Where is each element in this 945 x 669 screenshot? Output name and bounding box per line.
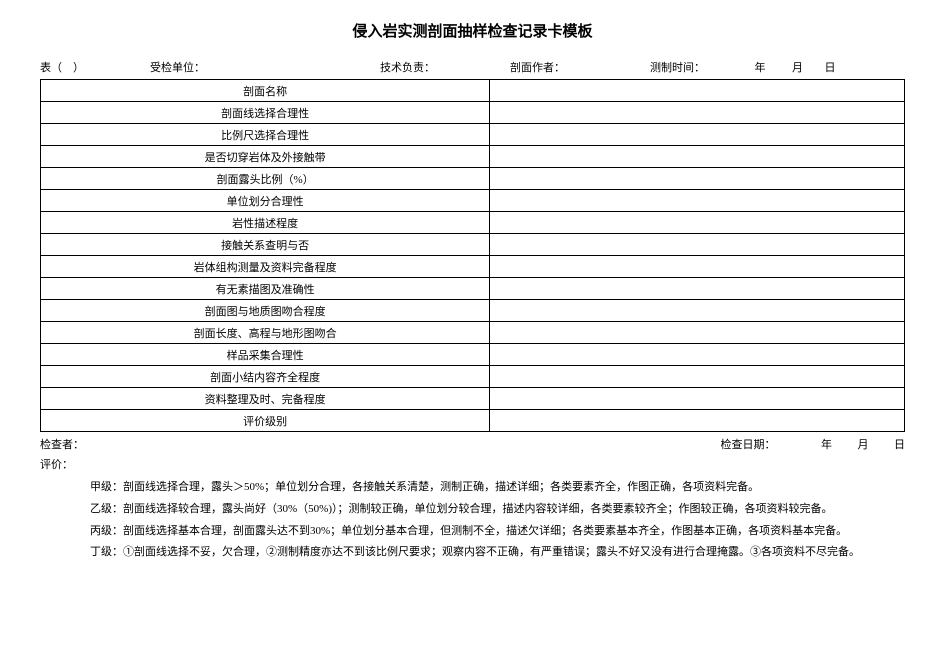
row-value[interactable] (490, 344, 905, 366)
table-row: 比例尺选择合理性 (41, 124, 905, 146)
tech-lead-label: 技术负责： (380, 59, 510, 75)
row-value[interactable] (490, 102, 905, 124)
criteria-a: 甲级：剖面线选择合理，露头＞50%；单位划分合理，各接触关系清楚，测制正确，描述… (90, 478, 905, 498)
inspector-label: 检查者： (40, 436, 84, 452)
row-value[interactable] (490, 190, 905, 212)
page-title: 侵入岩实测剖面抽样检查记录卡模板 (40, 20, 905, 41)
criteria-d: 丁级：①剖面线选择不妥，欠合理，②测制精度亦达不到该比例尺要求；观察内容不正确，… (90, 543, 905, 563)
survey-time-label: 测制时间： (650, 59, 740, 75)
row-label: 样品采集合理性 (41, 344, 490, 366)
table-row: 剖面图与地质图吻合程度 (41, 300, 905, 322)
row-label: 有无素描图及准确性 (41, 278, 490, 300)
table-row: 是否切穿岩体及外接触带 (41, 146, 905, 168)
table-row: 剖面露头比例（%） (41, 168, 905, 190)
row-label: 剖面露头比例（%） (41, 168, 490, 190)
row-label: 单位划分合理性 (41, 190, 490, 212)
row-label: 资料整理及时、完备程度 (41, 388, 490, 410)
year-label: 年 (740, 59, 780, 75)
row-label: 剖面线选择合理性 (41, 102, 490, 124)
row-value[interactable] (490, 234, 905, 256)
table-row: 单位划分合理性 (41, 190, 905, 212)
row-value[interactable] (490, 124, 905, 146)
table-row: 岩体组构测量及资料完备程度 (41, 256, 905, 278)
row-value[interactable] (490, 256, 905, 278)
row-label: 剖面名称 (41, 80, 490, 102)
row-value[interactable] (490, 278, 905, 300)
day-label: 日 (815, 59, 845, 75)
row-value[interactable] (490, 322, 905, 344)
table-row: 岩性描述程度 (41, 212, 905, 234)
record-table: 剖面名称剖面线选择合理性比例尺选择合理性是否切穿岩体及外接触带剖面露头比例（%）… (40, 79, 905, 432)
section-author-label: 剖面作者： (510, 59, 650, 75)
row-value[interactable] (490, 366, 905, 388)
row-value[interactable] (490, 300, 905, 322)
criteria-c: 丙级：剖面线选择基本合理，剖面露头达不到30%；单位划分基本合理，但测制不全，描… (90, 522, 905, 542)
row-label: 比例尺选择合理性 (41, 124, 490, 146)
table-row: 样品采集合理性 (41, 344, 905, 366)
row-label: 剖面长度、高程与地形图吻合 (41, 322, 490, 344)
table-row: 剖面名称 (41, 80, 905, 102)
table-row: 资料整理及时、完备程度 (41, 388, 905, 410)
table-row: 有无素描图及准确性 (41, 278, 905, 300)
table-row: 剖面长度、高程与地形图吻合 (41, 322, 905, 344)
month-label: 月 (780, 59, 815, 75)
row-label: 剖面图与地质图吻合程度 (41, 300, 490, 322)
table-row: 剖面线选择合理性 (41, 102, 905, 124)
row-value[interactable] (490, 212, 905, 234)
row-label: 岩性描述程度 (41, 212, 490, 234)
header-line: 表（ ） 受检单位： 技术负责： 剖面作者： 测制时间： 年 月 日 (40, 59, 905, 75)
footer-line: 检查者： 检查日期： 年 月 日 (40, 436, 905, 452)
row-value[interactable] (490, 146, 905, 168)
table-row: 评价级别 (41, 410, 905, 432)
row-value[interactable] (490, 80, 905, 102)
criteria-block: 甲级：剖面线选择合理，露头＞50%；单位划分合理，各接触关系清楚，测制正确，描述… (40, 478, 905, 563)
row-label: 是否切穿岩体及外接触带 (41, 146, 490, 168)
inspect-date: 检查日期： 年 月 日 (721, 436, 906, 452)
table-row: 接触关系查明与否 (41, 234, 905, 256)
row-label: 评价级别 (41, 410, 490, 432)
evaluation-label: 评价： (40, 456, 905, 472)
table-row: 剖面小结内容齐全程度 (41, 366, 905, 388)
inspected-unit-label: 受检单位： (150, 59, 380, 75)
row-label: 剖面小结内容齐全程度 (41, 366, 490, 388)
row-label: 岩体组构测量及资料完备程度 (41, 256, 490, 278)
criteria-b: 乙级：剖面线选择较合理，露头尚好（30%（50%)）；测制较正确，单位划分较合理… (90, 500, 905, 520)
row-value[interactable] (490, 388, 905, 410)
row-value[interactable] (490, 410, 905, 432)
row-label: 接触关系查明与否 (41, 234, 490, 256)
table-no-label: 表（ ） (40, 59, 150, 75)
row-value[interactable] (490, 168, 905, 190)
